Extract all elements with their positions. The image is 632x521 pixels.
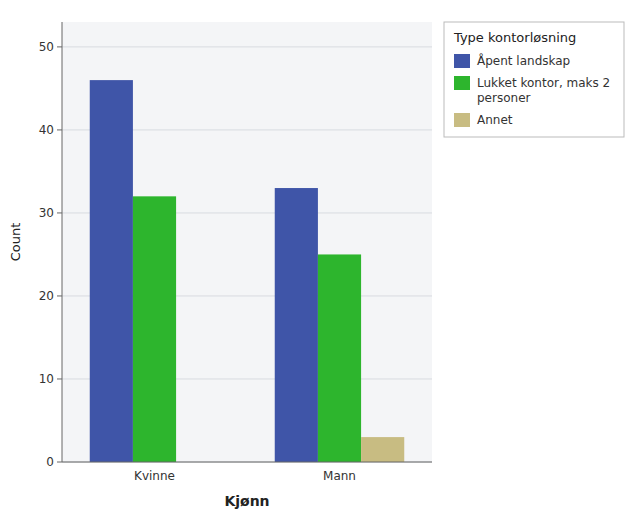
grid-line: [62, 462, 432, 463]
y-tick: [57, 129, 62, 130]
bar: [318, 254, 361, 462]
legend-entry-line: Annet: [477, 113, 513, 127]
y-tick: [57, 462, 62, 463]
x-tick-label: Mann: [323, 469, 356, 483]
legend-entry: Lukket kontor, maks 2personer: [477, 76, 610, 105]
bar: [133, 196, 176, 462]
y-tick: [57, 378, 62, 379]
bars: [90, 80, 405, 462]
legend-swatch: [454, 76, 470, 90]
chart-container: 0 10 20 30 40 50 Kvinne Mann Kjønn Count Type kont…: [0, 0, 632, 521]
bar: [90, 80, 133, 462]
y-tick-label: 0: [46, 455, 54, 469]
legend-frame: [444, 22, 624, 137]
y-axis-label: Count: [8, 223, 23, 262]
y-tick-label: 20: [39, 289, 54, 303]
grid-line: [62, 46, 432, 47]
y-tick-label: 30: [39, 206, 54, 220]
bar: [275, 188, 318, 462]
legend-title: Type kontorløsning: [453, 30, 576, 45]
plot-area: [62, 22, 432, 462]
legend-entry: Annet: [477, 113, 513, 127]
y-tick: [57, 212, 62, 213]
x-axis-line: [62, 462, 432, 463]
chart: 0 10 20 30 40 50 Kvinne Mann Kjønn Count Type kont…: [0, 0, 632, 521]
y-tick-label: 50: [39, 40, 54, 54]
x-tick-label: Kvinne: [134, 469, 175, 483]
legend-entry-line: Lukket kontor, maks 2: [477, 76, 610, 90]
x-axis-label: Kjønn: [224, 493, 269, 509]
y-tick: [57, 46, 62, 47]
legend-swatch: [454, 113, 470, 127]
legend-entry: Åpent landskap: [477, 53, 570, 68]
y-axis-line: [62, 22, 63, 462]
legend-swatch: [454, 54, 470, 68]
background: [0, 0, 632, 521]
y-tick-label: 10: [39, 372, 54, 386]
legend-entry-line: Åpent landskap: [477, 53, 570, 68]
legend-entry-line: personer: [477, 91, 531, 105]
y-tick-label: 40: [39, 123, 54, 137]
legend: Type kontorløsning Åpent landskap Lukket k…: [444, 22, 624, 137]
bar: [361, 437, 404, 462]
y-tick: [57, 295, 62, 296]
